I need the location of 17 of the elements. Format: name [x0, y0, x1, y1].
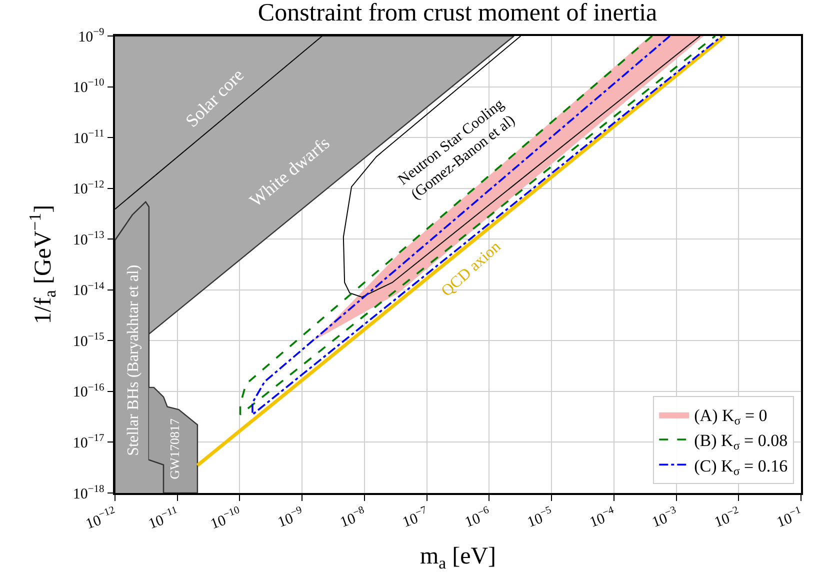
y-tick-label: 10$^{−17}$ [72, 433, 104, 452]
legend-label: (B) K$_{σ}$ = 0.08 [694, 431, 788, 453]
y-tick-label: 10$^{−12}$ [72, 179, 104, 198]
y-tick-label: 10$^{−18}$ [72, 484, 104, 502]
annotation: Stellar BHs (Baryakhtar et al) [124, 264, 142, 456]
y-tick-label: 10$^{−9}$ [78, 26, 104, 46]
legend-label: (A) K$_{σ}$ = 0 [694, 406, 768, 428]
annotation: GW170817 [166, 418, 182, 480]
y-tick-label: 10$^{−15}$ [72, 332, 104, 350]
y-tick-label: 10$^{−14}$ [72, 280, 105, 300]
x-axis-title: m$_{a}$ [eV] [420, 544, 496, 573]
chart-title: Constraint from crust moment of inertia [258, 0, 658, 26]
y-tick-label: 10$^{−10}$ [72, 78, 104, 96]
y-tick-label: 10$^{−11}$ [73, 128, 104, 147]
y-tick-label: 10$^{−13}$ [72, 230, 104, 248]
legend-label: (C) K$_{σ}$ = 0.16 [694, 456, 788, 478]
y-tick-label: 10$^{−16}$ [72, 382, 104, 401]
